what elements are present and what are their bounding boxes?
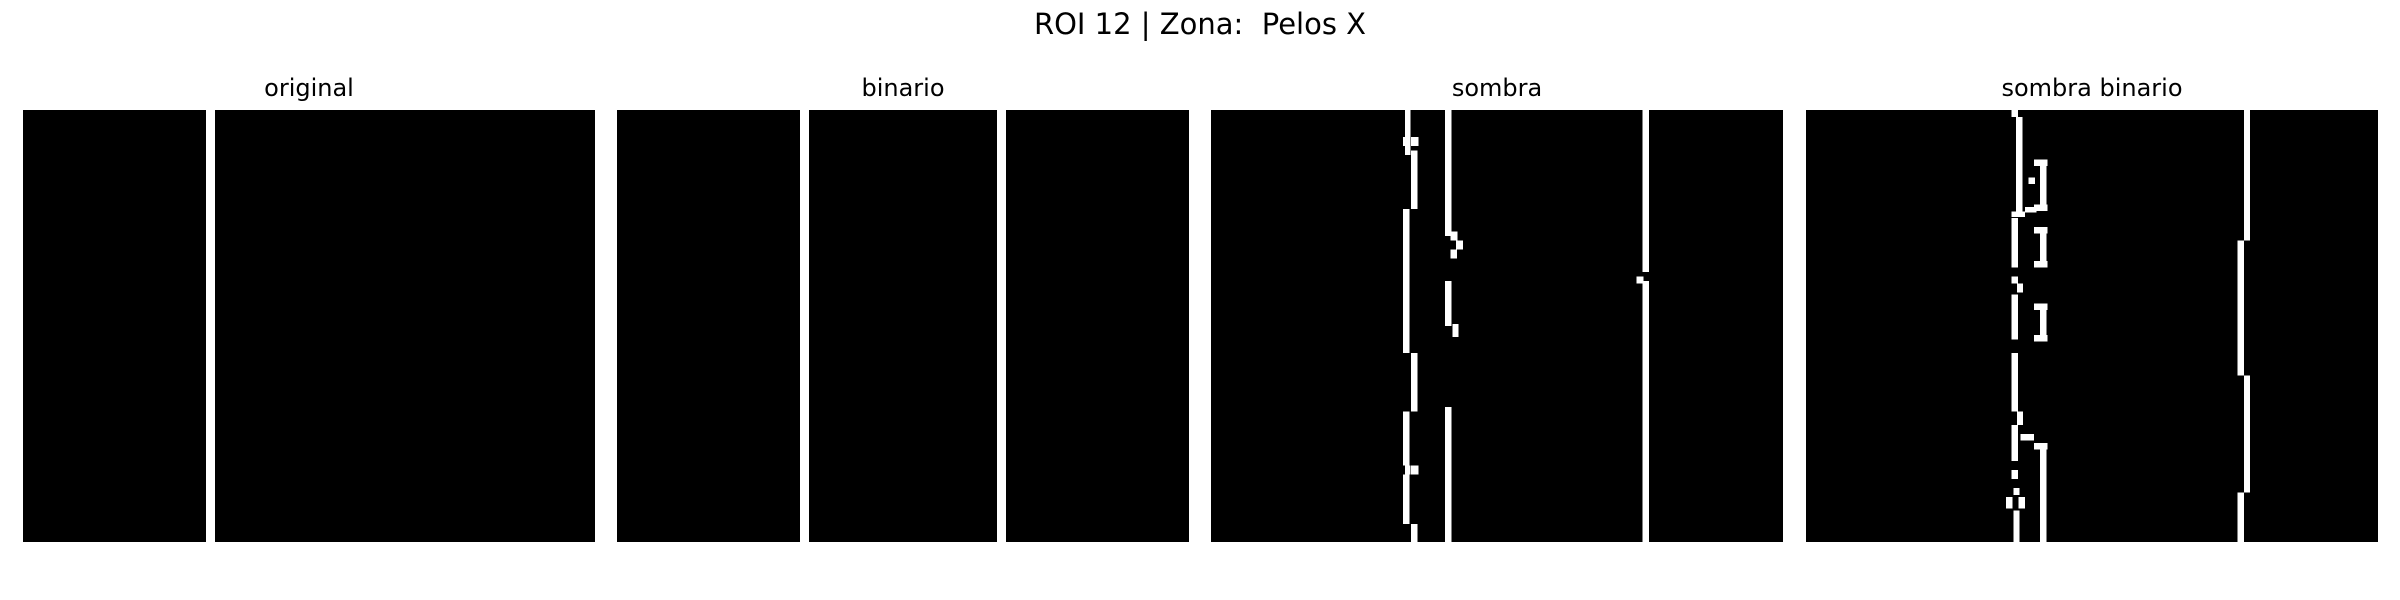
image-trace: [2033, 335, 2048, 342]
image-trace: [1403, 137, 1411, 146]
image-trace: [2237, 492, 2244, 542]
image-trace: [1636, 276, 1644, 284]
image-trace: [2011, 470, 2018, 479]
image-trace: [1450, 249, 1457, 259]
image-binario: [617, 110, 1189, 542]
image-original: [23, 110, 595, 542]
image-line: [800, 110, 810, 542]
image-trace: [2033, 261, 2048, 268]
image-trace: [2237, 245, 2244, 376]
image-trace: [1404, 465, 1411, 475]
image-trace: [2018, 497, 2025, 509]
image-trace: [2033, 204, 2048, 211]
image-trace: [2040, 159, 2047, 209]
image-trace: [2243, 375, 2251, 493]
image-trace: [2016, 117, 2023, 212]
image-trace: [2011, 353, 2018, 412]
image-trace: [2016, 411, 2024, 425]
image-trace: [1455, 240, 1464, 250]
image-trace: [2011, 276, 2018, 284]
image-trace: [2011, 218, 2018, 268]
image-trace: [2040, 227, 2047, 263]
image-trace: [2243, 110, 2251, 241]
image-trace: [2006, 497, 2013, 509]
image-trace: [2011, 425, 2018, 461]
image-trace: [2011, 110, 2018, 118]
image-trace: [1445, 281, 1452, 326]
image-trace: [2011, 211, 2025, 218]
panel-title-original: original: [264, 74, 354, 102]
image-trace: [2016, 283, 2024, 293]
image-trace: [2011, 294, 2018, 340]
image-trace: [1411, 465, 1419, 475]
image-trace: [2024, 207, 2037, 213]
image-trace: [1403, 411, 1410, 466]
image-trace: [1450, 231, 1458, 241]
image-trace: [1411, 137, 1419, 146]
image-trace: [2033, 159, 2041, 166]
image-trace: [1445, 407, 1452, 542]
image-trace: [1642, 110, 1649, 272]
image-sombra-binario: [1806, 110, 2378, 542]
image-trace: [2040, 303, 2047, 335]
panel-title-binario: binario: [861, 74, 945, 102]
image-sombra: [1211, 110, 1783, 542]
image-trace: [1404, 146, 1411, 155]
image-trace: [2013, 510, 2020, 542]
image-trace: [1404, 110, 1411, 137]
image-trace: [1403, 209, 1410, 353]
panel-title-sombra: sombra: [1451, 74, 1543, 102]
image-trace: [2020, 434, 2034, 441]
image-trace: [1445, 110, 1452, 236]
image-trace: [1403, 474, 1410, 524]
image-trace: [1452, 324, 1459, 337]
figure-title: ROI 12 | Zona: Pelos X: [1033, 7, 1367, 41]
image-line: [996, 110, 1006, 542]
image-trace: [2028, 177, 2035, 184]
image-trace: [1411, 150, 1418, 209]
image-trace: [1411, 524, 1418, 542]
image-trace: [2013, 488, 2020, 496]
image-line: [206, 110, 216, 542]
image-trace: [2040, 443, 2047, 542]
panel-title-sombra-binario: sombra binario: [2001, 74, 2183, 102]
image-trace: [1642, 281, 1649, 542]
image-trace: [1411, 353, 1418, 412]
